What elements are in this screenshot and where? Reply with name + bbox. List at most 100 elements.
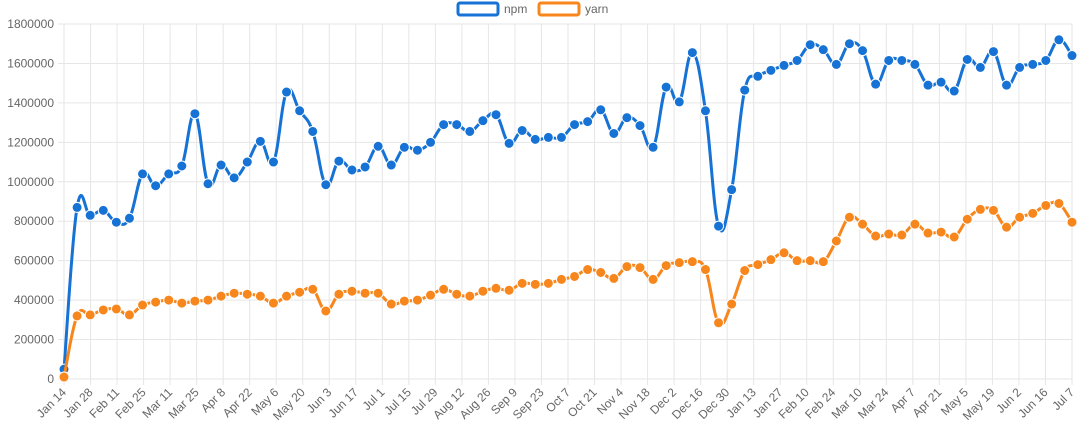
data-point-npm[interactable] — [608, 127, 620, 139]
data-point-npm[interactable] — [516, 125, 528, 136]
data-point-yarn[interactable] — [150, 296, 162, 308]
data-point-npm[interactable] — [909, 58, 921, 70]
data-point-npm[interactable] — [425, 136, 437, 148]
data-point-npm[interactable] — [660, 81, 672, 93]
data-point-npm[interactable] — [922, 79, 934, 91]
data-point-npm[interactable] — [84, 209, 96, 221]
data-point-npm[interactable] — [123, 212, 135, 224]
data-point-npm[interactable] — [176, 160, 188, 172]
data-point-yarn[interactable] — [686, 256, 698, 268]
data-point-npm[interactable] — [948, 85, 960, 97]
data-point-yarn[interactable] — [1014, 211, 1026, 223]
data-point-npm[interactable] — [372, 140, 384, 152]
data-point-npm[interactable] — [1053, 34, 1065, 46]
data-point-yarn[interactable] — [425, 289, 437, 301]
data-point-npm[interactable] — [987, 46, 999, 58]
data-point-npm[interactable] — [228, 172, 240, 184]
data-point-npm[interactable] — [673, 96, 685, 108]
data-point-yarn[interactable] — [97, 304, 109, 316]
data-point-yarn[interactable] — [503, 284, 515, 296]
data-point-yarn[interactable] — [333, 288, 345, 300]
data-point-npm[interactable] — [189, 108, 201, 120]
data-point-yarn[interactable] — [215, 290, 227, 302]
data-point-npm[interactable] — [647, 141, 659, 153]
data-point-yarn[interactable] — [909, 218, 921, 230]
data-point-npm[interactable] — [411, 144, 423, 156]
data-point-npm[interactable] — [569, 119, 581, 131]
data-point-yarn[interactable] — [1053, 197, 1065, 209]
data-point-npm[interactable] — [595, 104, 607, 116]
data-point-npm[interactable] — [1066, 50, 1078, 62]
data-point-npm[interactable] — [71, 201, 83, 213]
data-point-yarn[interactable] — [202, 294, 214, 306]
data-point-npm[interactable] — [752, 70, 764, 82]
data-point-yarn[interactable] — [281, 290, 293, 302]
data-point-yarn[interactable] — [804, 255, 816, 267]
data-point-yarn[interactable] — [660, 260, 672, 272]
data-point-yarn[interactable] — [830, 235, 842, 247]
data-point-yarn[interactable] — [699, 264, 711, 276]
data-point-yarn[interactable] — [451, 288, 463, 300]
data-point-yarn[interactable] — [267, 297, 279, 309]
data-point-yarn[interactable] — [647, 273, 659, 285]
data-point-npm[interactable] — [935, 76, 947, 88]
data-point-yarn[interactable] — [883, 228, 895, 240]
data-point-yarn[interactable] — [1040, 199, 1052, 211]
data-point-yarn[interactable] — [726, 298, 738, 310]
data-point-yarn[interactable] — [896, 229, 908, 241]
data-point-npm[interactable] — [961, 54, 973, 65]
data-point-npm[interactable] — [791, 54, 803, 66]
data-point-yarn[interactable] — [176, 297, 188, 309]
data-point-npm[interactable] — [110, 216, 122, 228]
data-point-npm[interactable] — [97, 204, 109, 216]
data-point-npm[interactable] — [320, 179, 332, 191]
data-point-yarn[interactable] — [974, 203, 986, 215]
data-point-yarn[interactable] — [58, 371, 70, 383]
data-point-npm[interactable] — [817, 44, 829, 56]
data-point-yarn[interactable] — [438, 283, 450, 295]
data-point-yarn[interactable] — [1066, 216, 1078, 228]
data-point-npm[interactable] — [870, 78, 882, 90]
data-point-yarn[interactable] — [241, 288, 253, 300]
data-point-npm[interactable] — [542, 131, 554, 143]
data-point-yarn[interactable] — [359, 287, 371, 299]
data-point-npm[interactable] — [398, 141, 410, 153]
data-point-npm[interactable] — [883, 54, 895, 66]
data-point-npm[interactable] — [974, 61, 986, 73]
data-point-yarn[interactable] — [294, 286, 306, 298]
data-point-yarn[interactable] — [71, 310, 83, 322]
data-point-npm[interactable] — [477, 115, 489, 127]
data-point-npm[interactable] — [333, 155, 345, 167]
data-point-yarn[interactable] — [961, 213, 973, 225]
data-point-npm[interactable] — [451, 119, 463, 131]
data-point-npm[interactable] — [843, 38, 855, 50]
data-point-yarn[interactable] — [529, 278, 541, 290]
data-point-npm[interactable] — [294, 105, 306, 117]
data-point-npm[interactable] — [385, 159, 397, 171]
data-point-yarn[interactable] — [778, 247, 790, 259]
data-point-yarn[interactable] — [110, 303, 122, 315]
legend-item-yarn[interactable]: yarn — [537, 1, 608, 17]
data-point-npm[interactable] — [150, 180, 162, 192]
data-point-npm[interactable] — [1040, 54, 1052, 66]
data-point-yarn[interactable] — [569, 270, 581, 282]
data-point-yarn[interactable] — [595, 267, 607, 278]
data-point-yarn[interactable] — [490, 282, 502, 294]
data-point-yarn[interactable] — [346, 285, 358, 297]
data-point-yarn[interactable] — [843, 211, 855, 223]
data-point-npm[interactable] — [254, 135, 266, 147]
data-point-yarn[interactable] — [582, 264, 594, 276]
data-point-npm[interactable] — [346, 164, 358, 176]
data-point-yarn[interactable] — [935, 226, 947, 238]
data-point-npm[interactable] — [438, 119, 450, 131]
data-point-npm[interactable] — [464, 125, 476, 137]
data-point-npm[interactable] — [726, 184, 738, 196]
data-point-npm[interactable] — [163, 168, 175, 180]
data-point-yarn[interactable] — [752, 259, 764, 271]
data-point-yarn[interactable] — [84, 309, 96, 321]
data-point-npm[interactable] — [1001, 79, 1013, 91]
data-point-npm[interactable] — [634, 120, 646, 132]
data-point-yarn[interactable] — [922, 227, 934, 239]
data-point-npm[interactable] — [307, 125, 319, 137]
data-point-yarn[interactable] — [673, 257, 685, 269]
